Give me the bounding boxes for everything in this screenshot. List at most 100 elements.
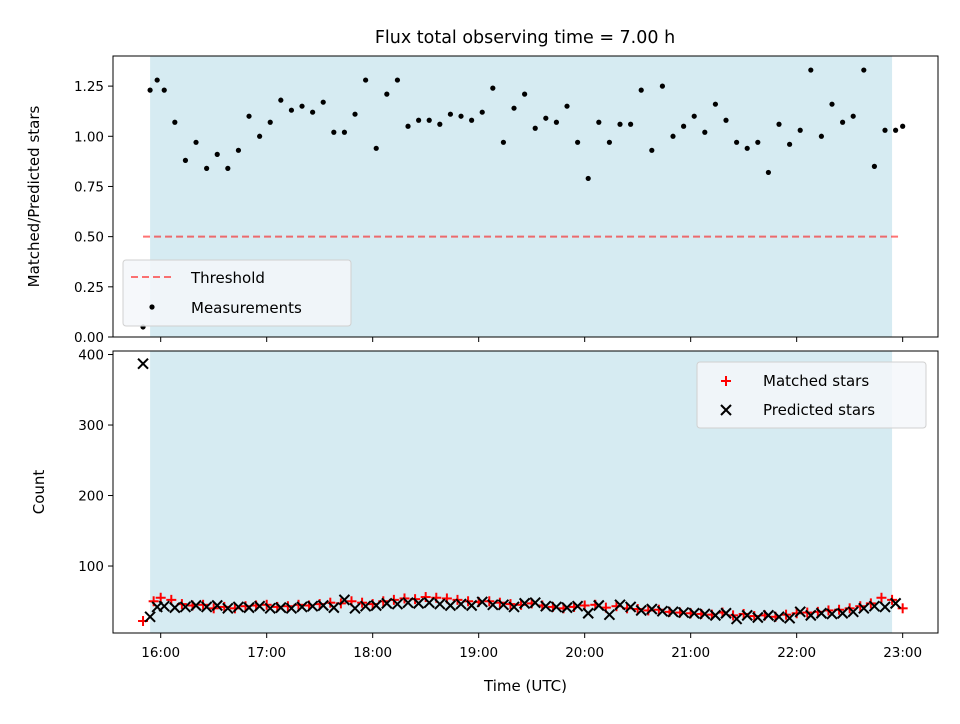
predicted-star-point [529, 596, 541, 609]
top-panel: 0.00 0.25 0.50 0.75 1.00 1.25 Matched/Predicte… [25, 55, 939, 346]
bottom-axes-frame [112, 350, 939, 634]
measurement-point [553, 119, 560, 125]
x-stroke [720, 607, 732, 619]
predicted-star-point [815, 607, 828, 619]
x-stroke [752, 611, 764, 624]
x-stroke [826, 608, 838, 620]
predicted-star-point [889, 597, 902, 610]
legend-label-matched: Matched stars [763, 372, 869, 390]
predicted-star-point [836, 607, 849, 619]
measurement-point [204, 165, 210, 171]
predicted-star-point [614, 599, 626, 611]
matched-star-point [155, 592, 166, 603]
predicted-star-point [794, 606, 806, 618]
bottom-panel: 100 200 300 400 16:00 17:00 18:00 19:00 20:00 21:… [30, 348, 939, 695]
x-stroke [815, 607, 828, 619]
x-stroke [879, 601, 891, 613]
measurement-point [352, 111, 358, 117]
measurement-point [871, 163, 878, 169]
x-stroke [709, 609, 722, 622]
predicted-star-point [243, 601, 255, 614]
x-stroke [741, 609, 753, 622]
matched-star-point [198, 599, 209, 610]
measurement-point [808, 67, 814, 73]
x-stroke [847, 606, 859, 618]
predicted-star-point [868, 600, 881, 612]
x-stroke [540, 600, 552, 612]
predicted-star-point [349, 602, 361, 615]
predicted-star-point [540, 600, 552, 612]
x-stroke [805, 609, 817, 622]
predicted-star-point [211, 599, 223, 612]
x-stroke [402, 596, 414, 609]
predicted-star-point [434, 598, 446, 610]
x-stroke [688, 607, 700, 619]
measurement-point [723, 117, 729, 123]
measurement-point [235, 147, 242, 153]
legend-label-threshold: Threshold [190, 269, 265, 287]
y-tick-label: 0.50 [74, 230, 104, 246]
y-tick-label: 0.75 [74, 179, 104, 195]
x-stroke [624, 601, 637, 613]
x-stroke [476, 596, 488, 608]
x-stroke [571, 600, 584, 612]
measurement-point [458, 113, 464, 119]
measurement-point [373, 145, 379, 151]
measurement-point [288, 107, 295, 113]
y-tick-label: 1.00 [74, 129, 104, 145]
predicted-star-point [762, 609, 775, 622]
x-stroke [370, 599, 382, 612]
predicted-star-point [144, 611, 156, 623]
x-stroke [677, 606, 690, 619]
x-stroke [317, 599, 329, 612]
predicted-star-point [306, 600, 319, 612]
predicted-star-point [773, 611, 785, 623]
x-stroke [508, 601, 520, 613]
predicted-star-point [805, 609, 817, 622]
measurement-point [447, 111, 454, 117]
x-stroke [158, 600, 170, 612]
x-stroke [518, 597, 531, 610]
predicted-star-point [730, 613, 743, 625]
x-stroke [253, 600, 266, 612]
measurement-point [638, 87, 644, 93]
x-tick-label: 17:00 [247, 645, 286, 661]
measurement-point [225, 165, 231, 171]
top-legend: Threshold Measurements [122, 259, 352, 327]
predicted-star-point [391, 598, 404, 610]
x-stroke [646, 603, 658, 615]
predicted-star-point [264, 602, 276, 615]
measurement-point [522, 91, 528, 97]
predicted-star-point [444, 599, 457, 612]
predicted-star-point [381, 597, 393, 610]
measurement-point [154, 77, 160, 83]
measurement-point [341, 129, 348, 135]
x-axis-label: Time (UTC) [483, 677, 567, 695]
x-tick-label: 20:00 [565, 645, 604, 661]
measurement-point [670, 133, 676, 139]
predicted-star-point [826, 608, 838, 620]
measurement-point [787, 141, 793, 147]
y-tick-label: 0.25 [74, 280, 104, 296]
x-stroke [550, 601, 563, 613]
predicted-star-point [709, 609, 722, 622]
measurement-point [829, 101, 835, 107]
predicted-star-point [338, 594, 351, 606]
predicted-star-point [593, 599, 605, 612]
predicted-star-point [158, 600, 170, 612]
predicted-star-point [561, 601, 573, 614]
legend-predicted-swatch [720, 404, 732, 416]
measurement-point [575, 139, 581, 145]
x-stroke [635, 604, 647, 617]
x-stroke [762, 609, 775, 622]
measurement-point [394, 77, 401, 83]
x-stroke [211, 599, 223, 612]
y-tick-label: 200 [78, 489, 104, 505]
predicted-star-point [359, 600, 372, 612]
measurement-point [246, 113, 252, 119]
bottom-legend: Matched stars Predicted stars [696, 361, 927, 429]
measurement-point [797, 127, 803, 133]
measurement-point [331, 129, 337, 135]
measurement-point [437, 121, 443, 127]
y-tick-label: 1.25 [74, 79, 104, 95]
